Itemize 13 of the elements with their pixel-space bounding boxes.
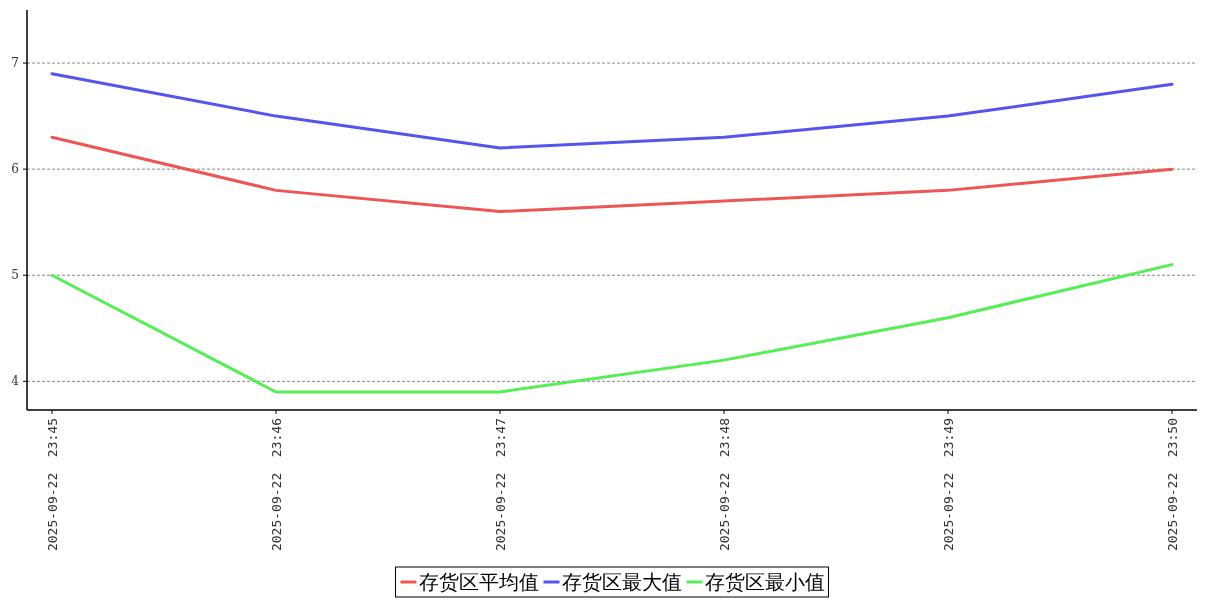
x-tick-label: 2025-09-22 23:47 xyxy=(493,418,508,552)
x-tick-label: 2025-09-22 23:46 xyxy=(269,418,284,552)
x-tick-label: 2025-09-22 23:49 xyxy=(941,418,956,552)
y-tick-label: 5 xyxy=(11,268,19,283)
y-tick-label: 7 xyxy=(11,56,19,71)
x-tick-label: 2025-09-22 23:48 xyxy=(717,418,732,552)
legend-label: 存货区最大值 xyxy=(561,570,682,594)
x-tick-label: 2025-09-22 23:45 xyxy=(45,418,60,552)
x-tick-label: 2025-09-22 23:50 xyxy=(1165,418,1180,552)
legend-label: 存货区最小值 xyxy=(704,570,825,594)
legend-label: 存货区平均值 xyxy=(418,570,539,594)
y-tick-label: 4 xyxy=(11,374,20,389)
y-tick-label: 6 xyxy=(11,162,19,177)
